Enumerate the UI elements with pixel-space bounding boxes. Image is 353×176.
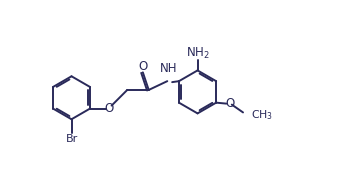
Text: NH$_2$: NH$_2$ <box>186 46 209 61</box>
Text: O: O <box>104 102 113 115</box>
Text: O: O <box>138 59 148 73</box>
Text: NH: NH <box>160 62 178 75</box>
Text: O: O <box>225 97 234 110</box>
Text: CH$_3$: CH$_3$ <box>251 108 273 122</box>
Text: Br: Br <box>65 134 78 144</box>
